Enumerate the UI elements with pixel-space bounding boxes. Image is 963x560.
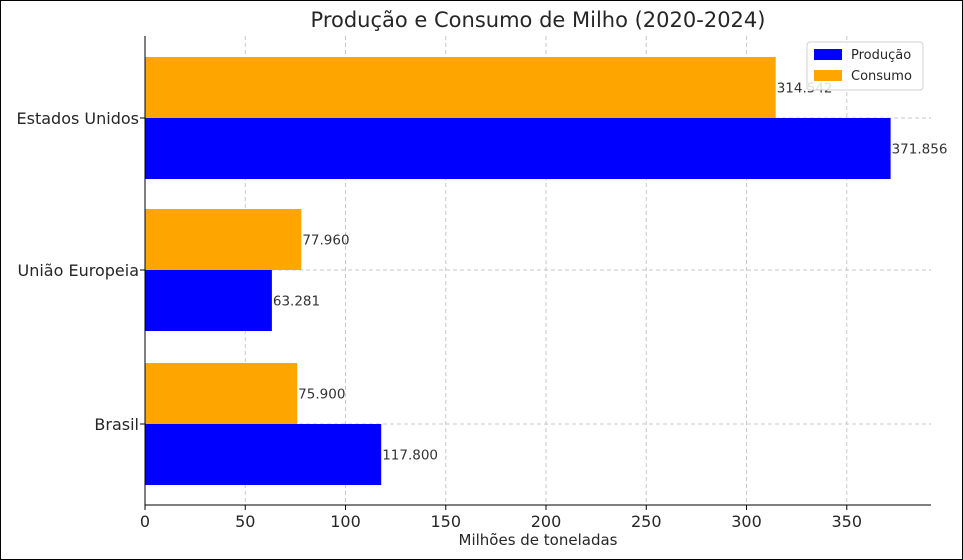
bars xyxy=(145,57,891,485)
data-label-producao-estados-unidos: 371.856 xyxy=(892,142,948,158)
x-tick-label-50: 50 xyxy=(235,512,255,531)
x-tick-label-0: 0 xyxy=(140,512,150,531)
y-tick-label-uniao-europeia: União Europeia xyxy=(18,261,140,280)
legend-label-producao: Produção xyxy=(851,48,911,63)
legend-swatch-consumo xyxy=(814,70,842,81)
bar-producao-estados-unidos xyxy=(145,118,891,179)
x-tick-label-250: 250 xyxy=(631,512,662,531)
data-label-consumo-brasil: 75.900 xyxy=(298,387,345,403)
x-tick-label-350: 350 xyxy=(832,512,863,531)
data-label-producao-brasil: 117.800 xyxy=(382,448,438,464)
y-tick-label-brasil: Brasil xyxy=(94,415,139,434)
bar-consumo-uniao-europeia xyxy=(145,209,302,270)
bar-producao-brasil xyxy=(145,424,382,485)
x-axis-label: Milhões de toneladas xyxy=(459,531,618,549)
legend-swatch-producao xyxy=(814,49,842,60)
axes xyxy=(140,36,931,510)
bar-consumo-estados-unidos xyxy=(145,57,776,118)
chart-title: Produção e Consumo de Milho (2020-2024) xyxy=(311,8,766,32)
bar-consumo-brasil xyxy=(145,363,298,424)
legend: Produção Consumo xyxy=(806,41,924,91)
data-label-producao-uniao-europeia: 63.281 xyxy=(273,294,320,310)
x-tick-labels: 0 50 100 150 200 250 300 350 xyxy=(140,512,862,531)
x-tick-label-200: 200 xyxy=(531,512,562,531)
bar-producao-uniao-europeia xyxy=(145,270,272,331)
legend-label-consumo: Consumo xyxy=(851,69,912,84)
x-tick-label-150: 150 xyxy=(430,512,461,531)
y-tick-label-estados-unidos: Estados Unidos xyxy=(17,109,139,128)
data-label-consumo-uniao-europeia: 77.960 xyxy=(302,233,349,249)
x-tick-label-300: 300 xyxy=(731,512,762,531)
y-tick-labels: Brasil União Europeia Estados Unidos xyxy=(17,109,139,434)
x-tick-label-100: 100 xyxy=(330,512,361,531)
